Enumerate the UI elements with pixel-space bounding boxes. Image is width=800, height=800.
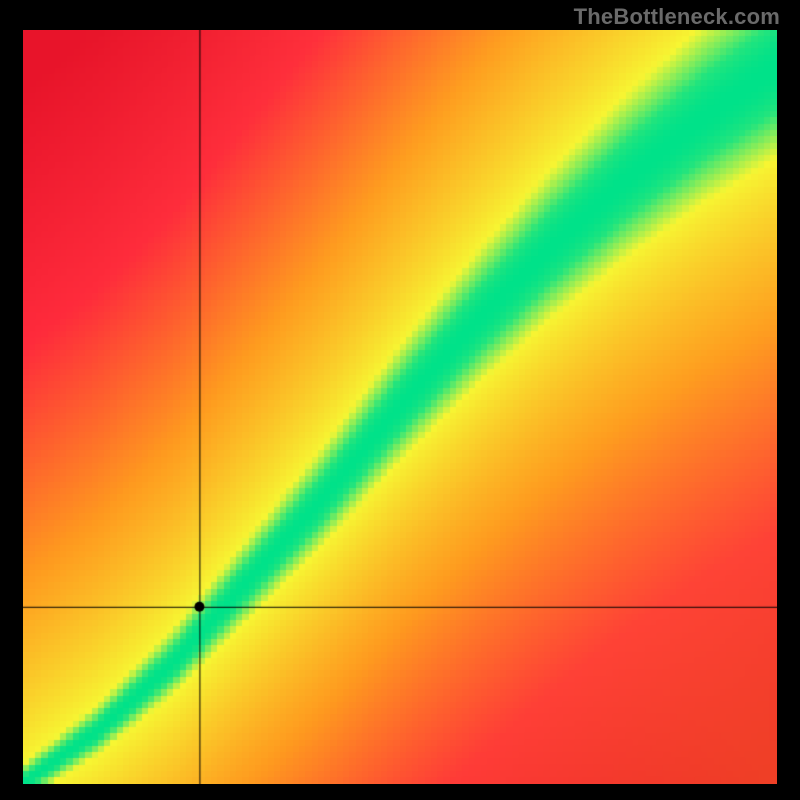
bottleneck-heatmap — [23, 30, 777, 784]
watermark-text: TheBottleneck.com — [574, 4, 780, 30]
